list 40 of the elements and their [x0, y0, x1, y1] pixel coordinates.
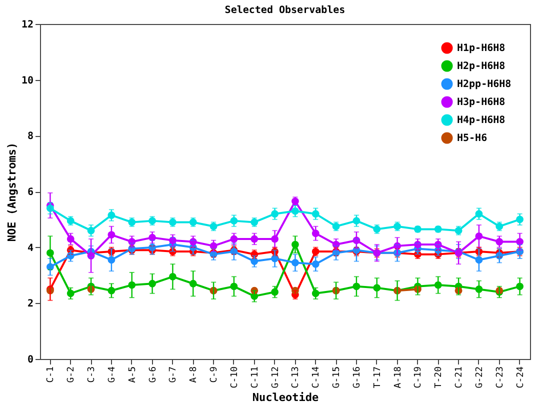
x-tick-label: A-18	[393, 366, 404, 388]
x-tick-label: G-15	[332, 366, 342, 388]
x-tick-label: C-19	[414, 366, 424, 388]
y-tick-label: 0	[27, 354, 34, 366]
x-tick-label: C-14	[312, 366, 322, 388]
x-tick-label: T-17	[372, 366, 383, 388]
legend-label: H2pp-H6H8	[457, 79, 512, 90]
x-tick-label: G-12	[270, 366, 281, 388]
y-axis-title: NOE (Angstroms)	[5, 142, 18, 242]
x-tick-label: C-21	[454, 366, 465, 388]
x-tick-label: G-2	[66, 366, 77, 383]
x-tick-label: C-24	[516, 366, 526, 388]
x-tick-label: C-23	[495, 366, 506, 388]
y-tick-label: 10	[21, 75, 34, 86]
y-tick-label: 12	[21, 20, 34, 30]
x-tick-label: T-20	[434, 366, 444, 388]
x-tick-label: A-8	[189, 366, 200, 383]
chart-title: Selected Observables	[224, 5, 346, 16]
y-tick-label: 4	[27, 242, 34, 254]
x-tick-label: C-13	[291, 366, 302, 388]
legend-label: H1p-H6H8	[457, 43, 506, 54]
x-tick-label: C-3	[87, 366, 98, 383]
x-tick-label: C-11	[250, 366, 260, 388]
x-tick-label: G-22	[474, 366, 485, 388]
x-tick-label: A-5	[128, 366, 138, 383]
x-tick-label: C-10	[230, 366, 240, 388]
legend-label: H3p-H6H8	[457, 97, 506, 108]
x-axis-title: Nucleotide	[252, 391, 319, 404]
x-tick-label: C-9	[210, 366, 220, 383]
y-tick-label: 6	[27, 187, 34, 198]
legend-label: H5-H6	[457, 133, 488, 144]
legend-label: H2p-H6H8	[457, 61, 506, 72]
y-tick-label: 8	[27, 131, 34, 142]
x-tick-label: G-4	[107, 366, 118, 383]
x-tick-label: G-7	[168, 366, 179, 383]
x-tick-label: G-6	[148, 366, 158, 383]
y-tick-label: 2	[27, 298, 34, 310]
x-tick-label: C-1	[46, 366, 56, 383]
x-tick-label: G-16	[352, 366, 362, 388]
legend-label: H4p-H6H8	[457, 115, 506, 126]
